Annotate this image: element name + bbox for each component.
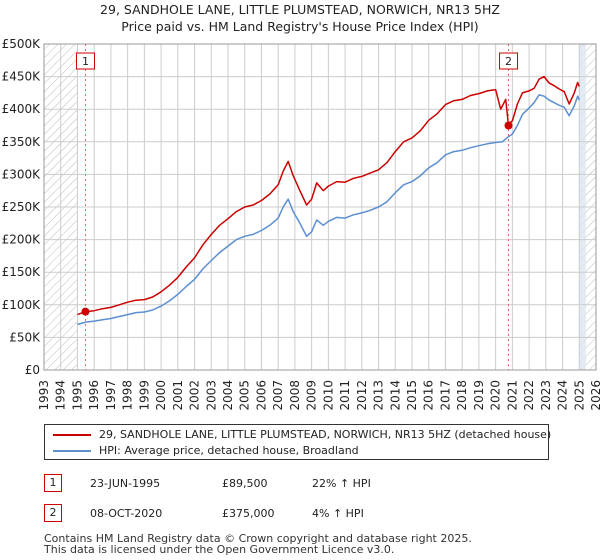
x-tick-label: 2017 (438, 380, 452, 411)
x-tick-label: 2006 (254, 380, 268, 411)
legend-swatch-property (53, 434, 91, 436)
sale-price: £375,000 (222, 507, 275, 520)
x-tick-label: 2012 (355, 380, 369, 411)
y-tick-label: £150K (2, 265, 42, 279)
series-line-hpi (77, 94, 580, 326)
series-line-property (77, 75, 580, 316)
sale-price: £89,500 (222, 477, 268, 490)
x-tick-label: 2008 (288, 380, 302, 411)
footer-licence: This data is licensed under the Open Gov… (44, 543, 395, 556)
x-tick-label: 2007 (271, 380, 285, 411)
legend-swatch-hpi (53, 450, 91, 452)
x-tick-label: 2026 (589, 380, 600, 411)
y-tick-label: £200K (2, 233, 42, 247)
x-tick-label: 2005 (238, 380, 252, 411)
x-tick-label: 2016 (422, 380, 436, 411)
y-tick-label: £450K (2, 70, 42, 84)
x-tick-label: 1996 (87, 380, 101, 411)
sale-point-2 (504, 121, 513, 130)
plot-frame (43, 43, 597, 371)
x-tick-label: 2023 (539, 380, 553, 411)
x-tick-label: 2010 (321, 380, 335, 411)
x-tick-label: 1998 (121, 380, 135, 411)
chart-canvas: £0 £50K £100K £150K £200K £250K £300K £350K £400… (2, 37, 600, 411)
y-tick-label: £400K (2, 102, 42, 116)
x-tick-label: 2025 (572, 380, 586, 411)
y-tick-label: £0 (25, 363, 40, 377)
sale-label-1: 1 (82, 55, 89, 68)
x-tick-label: 2024 (556, 380, 570, 411)
chart-title-line-1: 29, SANDHOLE LANE, LITTLE PLUMSTEAD, NOR… (100, 2, 500, 17)
sale-point-1 (81, 307, 90, 316)
sale-label-box-1 (75, 52, 95, 70)
y-tick-label: £250K (2, 200, 42, 214)
x-tick-label: 2021 (505, 380, 519, 411)
y-tick-label: £350K (2, 135, 42, 149)
x-tick-label: 2013 (372, 380, 386, 411)
x-tick-label: 2001 (171, 380, 185, 411)
legend-label-hpi: HPI: Average price, detached house, Broa… (99, 444, 359, 457)
sale-number-badge: 2 (44, 504, 62, 522)
x-tick-label: 1993 (37, 380, 51, 411)
x-tick-label: 1999 (137, 380, 151, 411)
sale-hpi-change: 4% ↑ HPI (312, 507, 364, 520)
sale-date: 23-JUN-1995 (90, 477, 161, 490)
x-tick-label: 1995 (70, 380, 84, 411)
x-tick-label: 2019 (472, 380, 486, 411)
sale-date: 08-OCT-2020 (90, 507, 163, 520)
x-tick-label: 1997 (104, 380, 118, 411)
x-tick-label: 2003 (204, 380, 218, 411)
x-tick-label: 2000 (154, 380, 168, 411)
footer-copyright: Contains HM Land Registry data © Crown c… (44, 532, 472, 545)
x-tick-label: 2020 (489, 380, 503, 411)
y-tick-label: £500K (2, 37, 42, 51)
sale-hpi-change: 22% ↑ HPI (312, 477, 371, 490)
chart-legend: 29, SANDHOLE LANE, LITTLE PLUMSTEAD, NOR… (44, 424, 552, 460)
y-tick-label: £300K (2, 167, 42, 181)
x-tick-label: 2014 (388, 380, 402, 411)
x-tick-label: 2015 (405, 380, 419, 411)
x-tick-label: 1994 (54, 380, 68, 411)
x-tick-label: 2002 (188, 380, 202, 411)
x-tick-label: 2009 (305, 380, 319, 411)
chart-title-line-2: Price paid vs. HM Land Registry's House … (121, 19, 479, 34)
x-tick-label: 2018 (455, 380, 469, 411)
sale-label-2: 2 (505, 55, 512, 68)
x-tick-label: 2011 (338, 380, 352, 411)
x-tick-label: 2022 (522, 380, 536, 411)
legend-label-property: 29, SANDHOLE LANE, LITTLE PLUMSTEAD, NOR… (99, 428, 552, 441)
y-tick-label: £100K (2, 298, 42, 312)
sale-label-box-2 (499, 52, 519, 70)
sale-number-badge: 1 (44, 474, 62, 492)
y-tick-label: £50K (9, 330, 41, 344)
x-tick-label: 2004 (221, 380, 235, 411)
